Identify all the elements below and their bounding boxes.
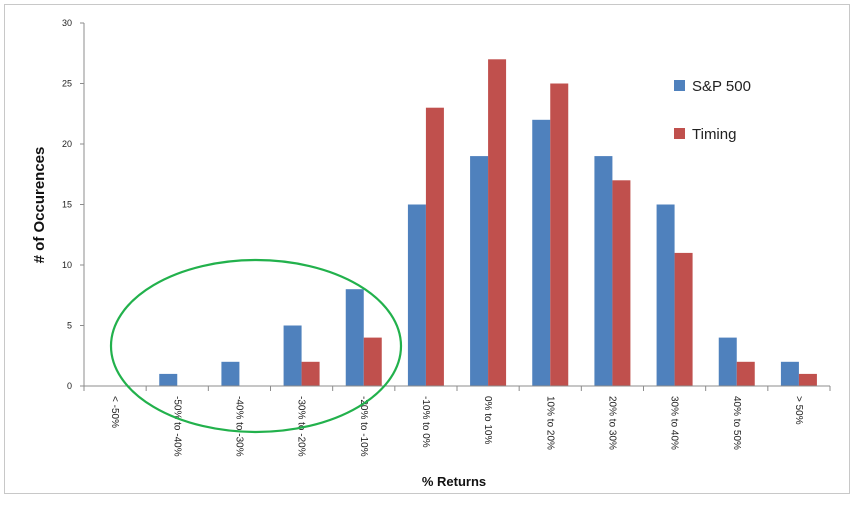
- bar-timing-7: [550, 83, 569, 386]
- x-category-label: -50% to -40%: [171, 396, 182, 457]
- bar-timing-5: [425, 107, 444, 386]
- x-category-label: -20% to -10%: [358, 396, 369, 457]
- y-tick-label: 25: [62, 79, 72, 89]
- bar-sp500-3: [283, 325, 302, 386]
- bar-sp500-5: [407, 204, 426, 386]
- y-tick-label: 5: [67, 321, 72, 331]
- bar-sp500-10: [718, 337, 737, 386]
- y-tick-label: 10: [62, 260, 72, 270]
- y-axis-title: # of Occurences: [31, 147, 48, 264]
- legend-label-sp500: S&P 500: [692, 78, 751, 95]
- bar-timing-9: [674, 252, 693, 386]
- bar-sp500-4: [345, 289, 364, 386]
- highlight-ellipse: [109, 258, 403, 434]
- bar-sp500-9: [656, 204, 675, 386]
- legend-label-timing: Timing: [692, 126, 736, 143]
- bar-timing-6: [488, 59, 507, 387]
- y-tick-label: 0: [67, 381, 72, 391]
- bar-sp500-1: [159, 373, 178, 386]
- bar-sp500-2: [221, 361, 240, 386]
- x-category-labels: < -50% -50% to -40% -40% to -30% -30% to -2…: [109, 396, 804, 457]
- bar-timing-11: [798, 373, 817, 386]
- bar-timing-10: [736, 361, 755, 386]
- bar-timing-8: [612, 180, 631, 386]
- y-tick-label: 20: [62, 139, 72, 149]
- x-category-label: -40% to -30%: [233, 396, 244, 457]
- bar-timing-3: [301, 361, 320, 386]
- bar-sp500-6: [470, 156, 489, 386]
- bars: [159, 59, 817, 387]
- legend: S&P 500 Timing: [674, 78, 751, 143]
- legend-swatch-timing: [674, 128, 685, 139]
- x-category-label: -30% to -20%: [296, 396, 307, 457]
- x-category-label: 0% to 10%: [482, 396, 493, 444]
- x-category-label: > 50%: [793, 396, 804, 425]
- x-category-label: 40% to 50%: [731, 396, 742, 450]
- x-axis-ticks: [83, 386, 831, 391]
- x-category-label: 30% to 40%: [669, 396, 680, 450]
- bar-sp500-8: [594, 156, 613, 386]
- x-axis-title: % Returns: [422, 474, 486, 489]
- bar-timing-4: [363, 337, 382, 386]
- y-tick-label: 15: [62, 200, 72, 210]
- bar-sp500-7: [532, 119, 551, 387]
- legend-swatch-sp500: [674, 80, 685, 91]
- x-category-label: -10% to 0%: [420, 396, 431, 448]
- bar-sp500-11: [780, 361, 799, 386]
- x-category-label: 10% to 20%: [544, 396, 555, 450]
- x-category-label: < -50%: [109, 396, 120, 428]
- x-category-label: 20% to 30%: [606, 396, 617, 450]
- y-tick-label: 30: [62, 18, 72, 28]
- y-axis-ticks: 0 5 10 15 20 25 30: [62, 18, 84, 391]
